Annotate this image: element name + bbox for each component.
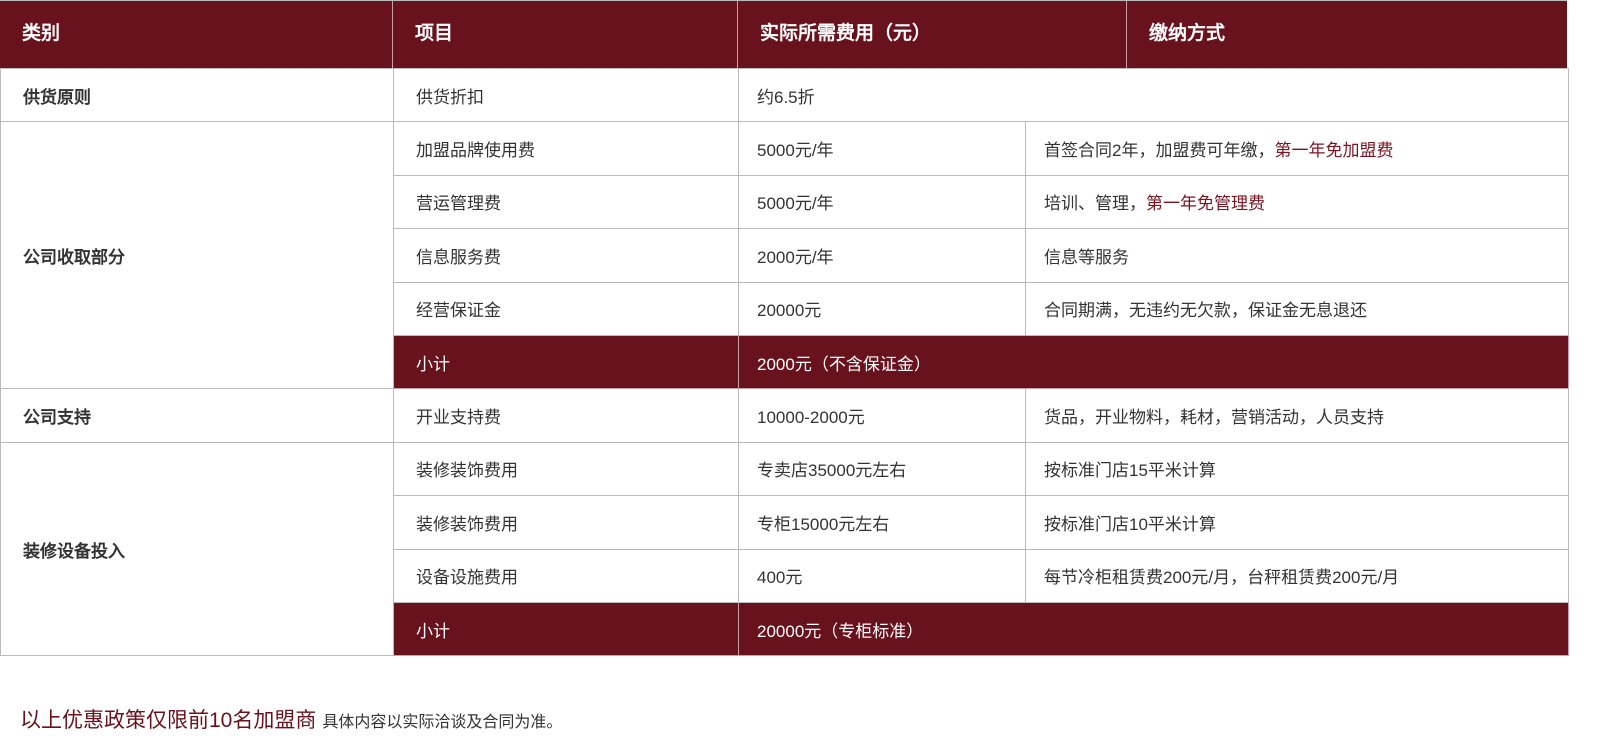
footer-note: 以上优惠政策仅限前10名加盟商 具体内容以实际洽谈及合同为准。 [20,704,562,734]
header-item: 项目 [393,1,738,68]
cost-cell: 5000元/年 [738,174,1026,230]
item-cell: 经营保证金 [393,281,739,336]
payment-cell: 信息等服务 [1024,228,1570,283]
cost-cell: 2000元（不含保证金） [737,334,1570,390]
table-row: 营运管理费 5000元/年 培训、管理，第一年免管理费 [1,174,1570,230]
payment-text: 培训、管理， [1044,194,1146,214]
payment-cell: 合同期满，无违约无欠款，保证金无息退还 [1024,281,1570,336]
table-header: 类别 项目 实际所需费用（元） 缴纳方式 [0,0,1567,68]
item-cell: 加盟品牌使用费 [393,121,739,176]
cost-cell: 400元 [738,548,1026,603]
cost-cell: 专柜15000元左右 [738,495,1026,550]
item-cell: 供货折扣 [393,67,739,123]
cost-cell: 10000-2000元 [738,388,1026,443]
item-cell: 装修装饰费用 [393,495,739,550]
category-cell: 公司支持 [0,388,394,443]
category-cell: 公司收取部分 [0,121,394,390]
payment-cell: 培训、管理，第一年免管理费 [1024,174,1570,230]
item-cell: 小计 [393,334,739,390]
payment-text: 按标准门店15平米计算 [1044,461,1216,481]
payment-text: 信息等服务 [1044,247,1129,267]
table-row: 信息服务费 2000元/年 信息等服务 [1,228,1570,283]
payment-text: 每节冷柜租赁费200元/月，台秤租赁费200元/月 [1044,568,1400,588]
cost-cell: 约6.5折 [737,67,1570,123]
header-category: 类别 [0,1,393,68]
table-row: 设备设施费用 400元 每节冷柜租赁费200元/月，台秤租赁费200元/月 [1,548,1570,603]
category-cell: 装修设备投入 [0,441,394,657]
item-cell: 营运管理费 [393,174,739,230]
item-cell: 开业支持费 [393,388,739,443]
cost-cell: 20000元 [738,281,1026,336]
table-row: 供货原则 供货折扣 约6.5折 [0,67,1570,123]
subtotal-row: 小计 2000元（不含保证金） [1,334,1570,390]
table-row: 公司支持 开业支持费 10000-2000元 货品，开业物料，耗材，营销活动，人员支持 [0,388,1570,443]
payment-text: 货品，开业物料，耗材，营销活动，人员支持 [1044,408,1384,428]
payment-cell: 按标准门店15平米计算 [1024,441,1570,497]
header-payment: 缴纳方式 [1149,23,1226,44]
footer-disclaimer: 具体内容以实际洽谈及合同为准。 [322,714,563,731]
payment-highlight: 第一年免管理费 [1146,194,1265,214]
payment-text: 首签合同2年，加盟费可年缴， [1044,141,1275,161]
cost-cell: 5000元/年 [738,121,1026,176]
item-cell: 装修装饰费用 [393,441,739,497]
payment-text: 按标准门店10平米计算 [1044,514,1216,534]
footer-highlight: 以上优惠政策仅限前10名加盟商 [20,709,317,732]
payment-highlight: 第一年免加盟费 [1274,141,1394,161]
payment-cell: 按标准门店10平米计算 [1024,495,1570,550]
cost-cell: 20000元（专柜标准） [737,601,1570,657]
fee-table: 供货原则 供货折扣 约6.5折 公司收取部分 加盟品牌使用费 5000元/年 首签合同2年，… [0,67,1570,657]
table-row: 装修设备投入 装修装饰费用 专卖店35000元左右 按标准门店15平米计算 [0,441,1570,657]
item-cell: 设备设施费用 [393,548,739,603]
payment-cell: 首签合同2年，加盟费可年缴，第一年免加盟费 [1024,121,1570,176]
table-row: 公司收取部分 加盟品牌使用费 5000元/年 首签合同2年，加盟费可年缴，第一年免加盟… [0,121,1570,390]
cost-cell: 2000元/年 [738,228,1026,283]
payment-cell: 每节冷柜租赁费200元/月，台秤租赁费200元/月 [1024,548,1570,603]
subtotal-row: 小计 20000元（专柜标准） [1,601,1570,657]
cost-cell: 专卖店35000元左右 [738,441,1026,497]
payment-cell: 货品，开业物料，耗材，营销活动，人员支持 [1024,388,1570,443]
payment-text: 合同期满，无违约无欠款，保证金无息退还 [1044,301,1367,321]
header-cost: 实际所需费用（元） [738,1,1127,68]
category-cell: 供货原则 [0,67,394,123]
item-cell: 信息服务费 [393,228,739,283]
item-cell: 小计 [393,601,739,657]
